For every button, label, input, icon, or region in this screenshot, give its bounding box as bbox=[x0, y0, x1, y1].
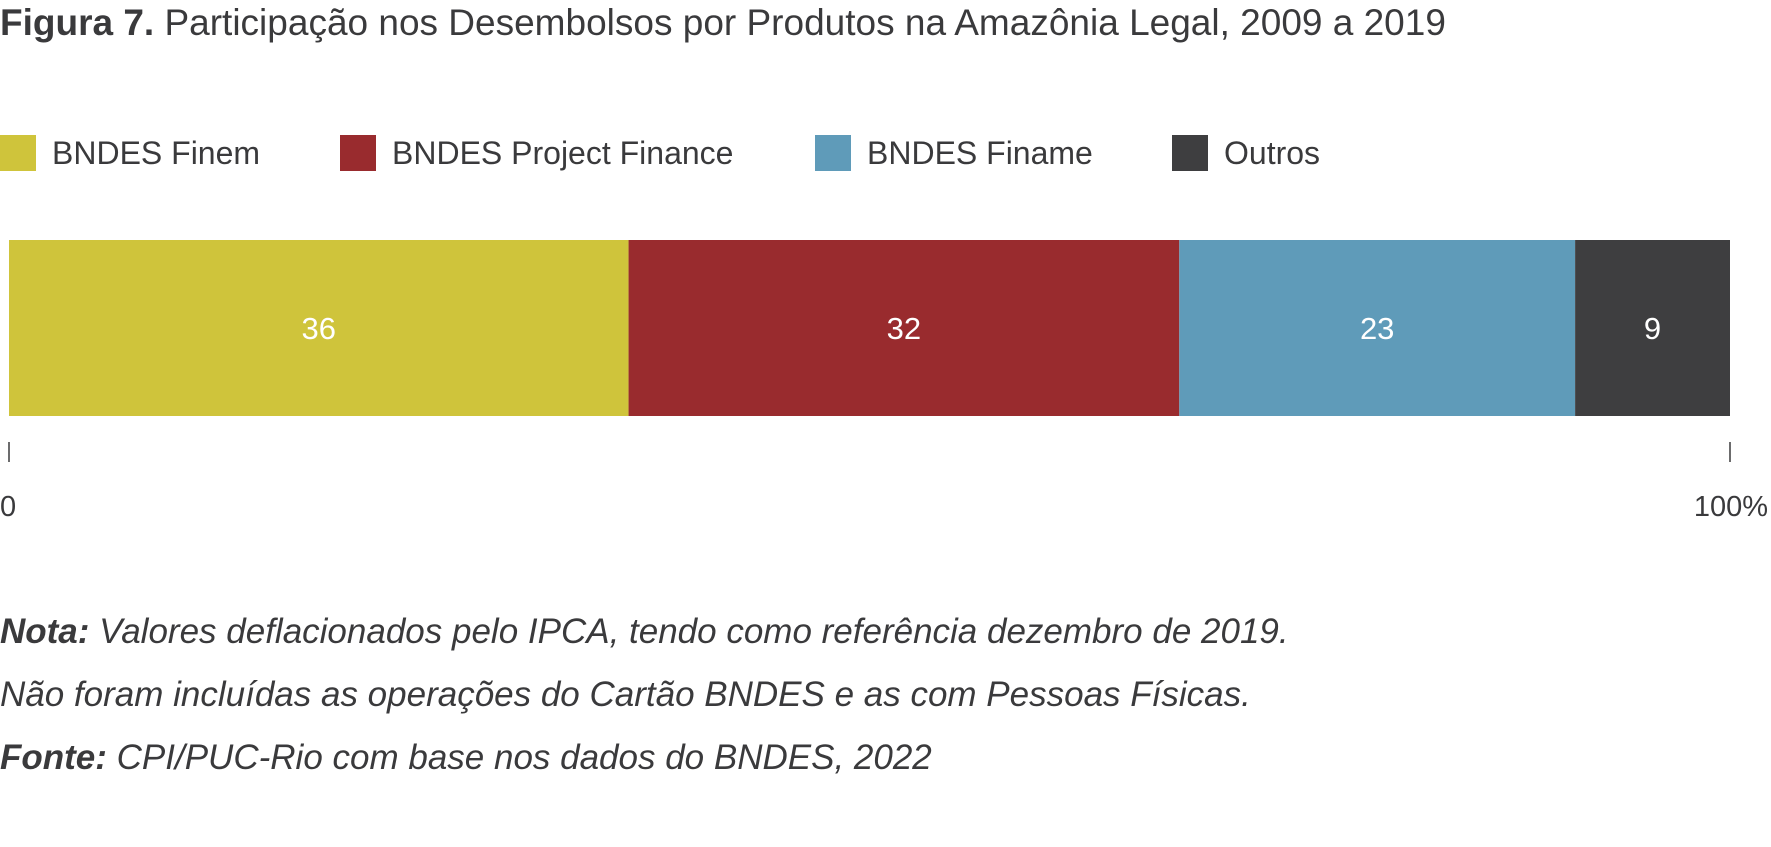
stacked-bar-chart: 36 32 23 9 0 100% bbox=[0, 240, 1768, 523]
chart-notes: Nota: Valores deflacionados pelo IPCA, t… bbox=[0, 600, 1289, 789]
data-label-outros: 9 bbox=[1644, 311, 1661, 346]
data-label-project-finance: 32 bbox=[887, 311, 921, 346]
legend-swatch-outros bbox=[1172, 135, 1208, 171]
figure-title-text: Participação nos Desembolsos por Produto… bbox=[164, 2, 1446, 43]
legend-swatch-finem bbox=[0, 135, 36, 171]
legend-swatch-finame bbox=[815, 135, 851, 171]
chart-title: Figura 7. Participação nos Desembolsos p… bbox=[0, 0, 1446, 46]
legend-label-finame: BNDES Finame bbox=[867, 135, 1093, 171]
legend: BNDES Finem BNDES Project Finance BNDES … bbox=[0, 135, 1771, 171]
figure-number: Figura 7. bbox=[0, 2, 155, 43]
legend-item-finem: BNDES Finem bbox=[0, 135, 260, 171]
legend-item-project-finance: BNDES Project Finance bbox=[340, 135, 733, 171]
legend-swatch-project-finance bbox=[340, 135, 376, 171]
axis-tick-label-1: 100% bbox=[1694, 491, 1768, 523]
legend-label-project-finance: BNDES Project Finance bbox=[392, 135, 734, 171]
note-label: Nota: bbox=[0, 612, 90, 651]
source-label: Fonte: bbox=[0, 738, 107, 777]
bar-segment-outros bbox=[1575, 240, 1730, 416]
source-text: CPI/PUC-Rio com base nos dados do BNDES,… bbox=[106, 738, 932, 777]
source-line: Fonte: CPI/PUC-Rio com base nos dados do… bbox=[0, 726, 1289, 789]
note-line: Nota: Valores deflacionados pelo IPCA, t… bbox=[0, 600, 1289, 663]
legend-item-finame: BNDES Finame bbox=[815, 135, 1093, 171]
bar-segment-finem bbox=[9, 240, 629, 416]
bar-segment-finame bbox=[1179, 240, 1576, 416]
note-text: Valores deflacionados pelo IPCA, tendo c… bbox=[89, 612, 1289, 651]
axis-tick-label-0: 0 bbox=[0, 491, 16, 523]
data-label-finem: 36 bbox=[302, 311, 336, 346]
note-line-2: Não foram incluídas as operações do Cart… bbox=[0, 675, 1251, 714]
legend-item-outros: Outros bbox=[1172, 135, 1320, 171]
legend-label-outros: Outros bbox=[1224, 135, 1321, 171]
legend-label-finem: BNDES Finem bbox=[52, 135, 261, 171]
data-label-finame: 23 bbox=[1360, 311, 1394, 346]
bar-segment-project-finance bbox=[628, 240, 1180, 416]
